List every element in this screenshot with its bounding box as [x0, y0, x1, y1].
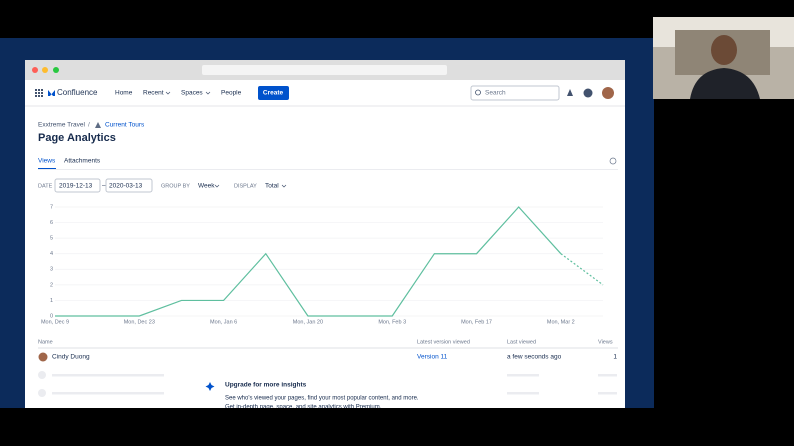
date-to[interactable] — [105, 178, 153, 193]
y-tick-label: 2 — [50, 282, 53, 288]
breadcrumb-page[interactable]: Current Tours — [105, 122, 145, 129]
upsell-text: See who's viewed your pages, find your m… — [225, 396, 419, 402]
x-tick-label: Mon, Dec 9 — [41, 319, 69, 325]
table-header: Last viewed — [507, 339, 536, 345]
cell[interactable]: Version 11 — [417, 354, 448, 361]
cell: 1 — [613, 354, 617, 361]
create-button[interactable] — [258, 86, 289, 100]
upsell-card — [197, 372, 459, 408]
y-tick-label: 5 — [50, 236, 53, 242]
upsell-text: Get in-depth page, space, and site analy… — [225, 405, 382, 411]
line-projection — [560, 253, 604, 286]
address-bar[interactable] — [202, 65, 447, 75]
y-tick-label: 1 — [50, 298, 53, 304]
table-header: Name — [38, 339, 53, 345]
bottom-bar — [0, 408, 794, 446]
tab-underline — [38, 168, 56, 170]
minimize-dot[interactable] — [42, 67, 48, 73]
y-tick-label: 4 — [50, 251, 53, 257]
line — [55, 206, 562, 317]
search-box[interactable] — [470, 85, 560, 101]
y-tick-label: 0 — [50, 313, 53, 319]
y-tick-label: 6 — [50, 220, 53, 226]
sparkle-icon — [205, 382, 215, 391]
user-avatar — [38, 352, 48, 362]
avatar[interactable] — [602, 87, 614, 99]
date-dash: – — [102, 183, 106, 190]
chart: 0 1 2 3 4 5 6 7 Mon, Dec 9 Mon, Dec 23 Mon, Jan 6 M… — [41, 204, 604, 325]
browser-window — [25, 60, 625, 408]
x-tick-label: Mon, Feb 17 — [461, 319, 492, 325]
table-header: Latest version viewed — [417, 339, 470, 345]
search-icon — [475, 89, 481, 96]
x-tick-label: Mon, Jan 6 — [210, 319, 237, 325]
chevrons — [165, 91, 211, 95]
group-select[interactable]: Week — [198, 183, 215, 190]
filter-label: GROUP BY — [161, 183, 190, 189]
table-header: Views — [598, 339, 613, 345]
cell[interactable]: Cindy Duong — [52, 354, 90, 361]
info-icon[interactable] — [609, 157, 617, 165]
filter-label: DISPLAY — [234, 183, 257, 189]
x-tick-label: Mon, Dec 23 — [124, 319, 155, 325]
x-tick-label: Mon, Feb 3 — [378, 319, 406, 325]
logo[interactable] — [48, 90, 55, 96]
webcam — [653, 17, 794, 99]
help-icon[interactable] — [583, 88, 593, 98]
tab[interactable]: Attachments — [64, 158, 101, 165]
create-label[interactable]: Create — [263, 90, 284, 97]
tab-active[interactable]: Views — [38, 158, 56, 165]
x-tick-label: Mon, Jan 20 — [293, 319, 323, 325]
breadcrumb-space[interactable]: Exxtreme Travel — [38, 122, 86, 129]
placeholder-rows — [38, 371, 617, 397]
date-from-value[interactable]: 2019-12-13 — [59, 183, 93, 190]
nav-item[interactable]: Spaces — [181, 90, 203, 97]
product-name[interactable]: Confluence — [57, 88, 98, 97]
cell: a few seconds ago — [507, 354, 562, 361]
upsell-title: Upgrade for more insights — [225, 382, 307, 389]
y-tick-label: 3 — [50, 267, 53, 273]
nav-item[interactable]: People — [221, 90, 242, 97]
notifications-icon[interactable] — [567, 89, 573, 96]
date-from[interactable] — [54, 178, 101, 193]
chevrons — [214, 184, 287, 188]
date-to-value[interactable]: 2020-03-13 — [109, 183, 143, 190]
page-title: Page Analytics — [38, 132, 116, 144]
app-switcher[interactable] — [35, 89, 43, 97]
nav-item[interactable]: Recent — [143, 90, 164, 97]
close-dot[interactable] — [32, 67, 38, 73]
nav-item[interactable]: Home — [115, 90, 133, 97]
breadcrumb-separator: / — [88, 122, 90, 129]
search-placeholder[interactable]: Search — [485, 90, 506, 97]
y-tick-label: 7 — [50, 204, 53, 210]
page-icon — [95, 122, 101, 128]
display-select[interactable]: Total — [265, 183, 279, 190]
filter-label: DATE — [38, 183, 53, 189]
maximize-dot[interactable] — [53, 67, 59, 73]
x-tick-label: Mon, Mar 2 — [547, 319, 575, 325]
